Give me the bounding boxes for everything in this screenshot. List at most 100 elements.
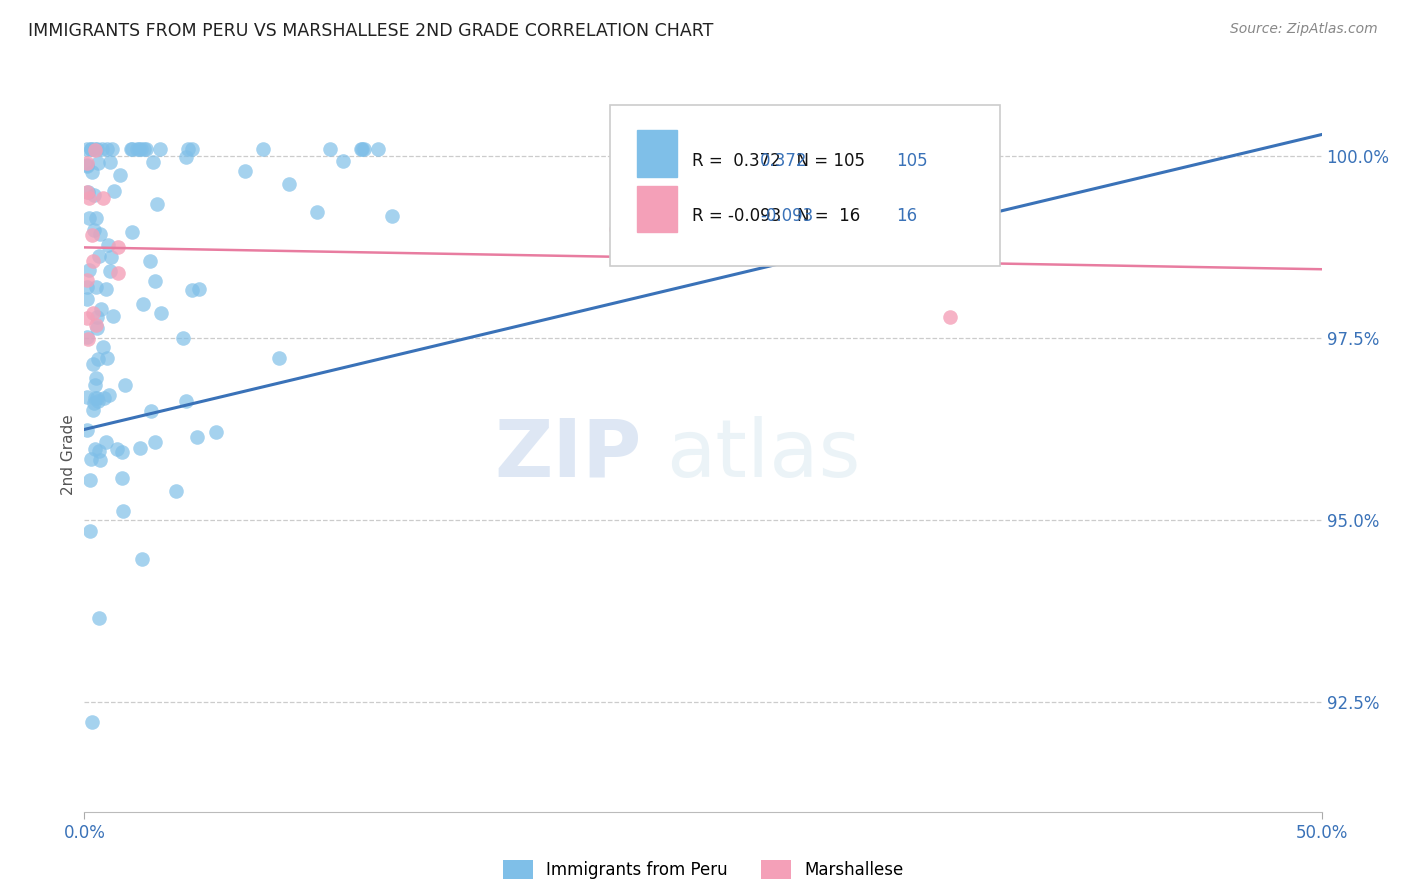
Point xyxy=(172,331,194,345)
Point xyxy=(76,142,98,156)
Point xyxy=(111,444,134,458)
Point xyxy=(77,262,100,277)
Point xyxy=(84,318,107,333)
Text: -0.093: -0.093 xyxy=(759,207,813,225)
Point xyxy=(103,310,125,324)
Point xyxy=(132,142,155,156)
Point xyxy=(76,279,98,293)
Point xyxy=(87,611,110,625)
Point xyxy=(353,142,375,156)
Point xyxy=(143,274,166,288)
Point xyxy=(181,142,204,156)
Point xyxy=(84,371,107,385)
Point xyxy=(127,142,149,156)
Point xyxy=(129,142,152,156)
Point xyxy=(86,391,108,405)
Point xyxy=(165,483,187,498)
Point xyxy=(87,352,110,367)
Text: 0.372: 0.372 xyxy=(759,152,807,169)
Point xyxy=(83,187,105,202)
Text: 16: 16 xyxy=(896,207,917,225)
Point xyxy=(82,306,104,320)
Point xyxy=(107,240,129,254)
Point xyxy=(267,351,290,365)
Point xyxy=(939,310,962,324)
Point xyxy=(87,444,110,458)
Point xyxy=(76,390,98,404)
Point xyxy=(350,142,373,156)
Point xyxy=(82,402,104,417)
Point xyxy=(174,393,197,408)
Point xyxy=(139,403,162,417)
Point xyxy=(96,282,118,296)
Point xyxy=(84,391,107,405)
Point xyxy=(84,143,107,157)
Point xyxy=(111,471,134,485)
Point xyxy=(205,425,228,439)
Point xyxy=(89,227,111,241)
Point xyxy=(79,191,101,205)
Point xyxy=(181,283,204,297)
Point xyxy=(76,273,98,287)
Point xyxy=(76,159,98,173)
Point xyxy=(605,222,627,236)
Point xyxy=(114,377,136,392)
Point xyxy=(121,226,143,240)
Point xyxy=(132,296,155,310)
Point xyxy=(96,142,118,156)
Point xyxy=(83,396,105,410)
Point xyxy=(121,142,143,156)
Text: R = -0.093   N =  16: R = -0.093 N = 16 xyxy=(692,207,860,225)
Point xyxy=(79,473,101,487)
Point xyxy=(107,266,129,280)
Point xyxy=(97,388,120,402)
Point xyxy=(76,423,98,437)
Point xyxy=(100,251,122,265)
Point xyxy=(79,142,101,156)
Point xyxy=(367,142,389,156)
Point xyxy=(91,191,114,205)
Text: atlas: atlas xyxy=(666,416,860,494)
Point xyxy=(149,142,172,156)
Point xyxy=(98,264,121,278)
Point xyxy=(187,282,209,296)
Point xyxy=(101,142,124,156)
Bar xyxy=(637,186,678,232)
Legend: Immigrants from Peru, Marshallese: Immigrants from Peru, Marshallese xyxy=(496,853,910,886)
Point xyxy=(98,155,121,169)
Point xyxy=(77,186,100,200)
Point xyxy=(186,430,208,444)
Point xyxy=(77,211,100,226)
Text: R =  0.372   N = 105: R = 0.372 N = 105 xyxy=(692,152,865,169)
Text: 105: 105 xyxy=(896,152,928,169)
Point xyxy=(93,391,115,405)
Point xyxy=(131,552,153,566)
Point xyxy=(84,280,107,294)
Bar xyxy=(637,130,678,177)
Point xyxy=(142,155,165,169)
Point xyxy=(87,156,110,170)
Point xyxy=(84,211,107,226)
Point xyxy=(94,434,117,449)
Point xyxy=(120,142,142,156)
Point xyxy=(135,142,157,156)
Point xyxy=(84,442,107,456)
Point xyxy=(97,237,120,252)
Point xyxy=(128,142,150,156)
Point xyxy=(76,332,98,346)
Point xyxy=(80,228,103,243)
Point xyxy=(89,453,111,467)
Point xyxy=(128,441,150,455)
Point xyxy=(90,301,112,316)
Point xyxy=(76,158,98,172)
Point xyxy=(332,153,354,168)
Text: ZIP: ZIP xyxy=(494,416,641,494)
Point xyxy=(80,165,103,179)
Point xyxy=(146,197,169,211)
Point xyxy=(84,142,107,156)
Point xyxy=(177,142,200,156)
Point xyxy=(96,351,118,365)
Point xyxy=(381,209,404,223)
Text: IMMIGRANTS FROM PERU VS MARSHALLESE 2ND GRADE CORRELATION CHART: IMMIGRANTS FROM PERU VS MARSHALLESE 2ND … xyxy=(28,22,713,40)
Point xyxy=(79,524,101,538)
